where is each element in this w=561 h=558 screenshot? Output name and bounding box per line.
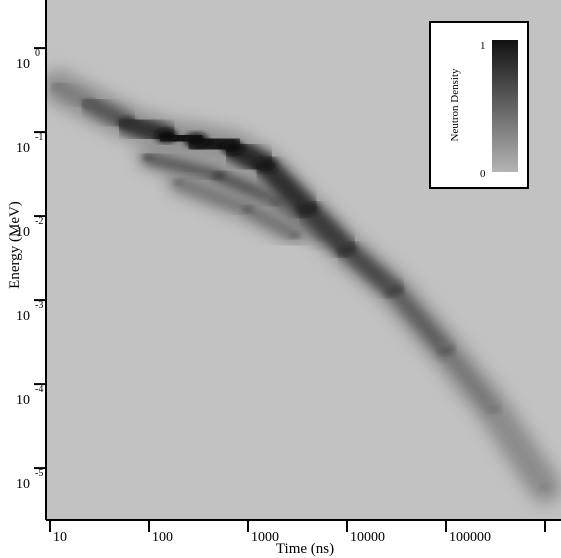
density-secondary-ridge-1-point [143,154,155,161]
y-tick-exponent: -5 [35,468,43,479]
x-axis-ticks: 10 100 1000 10000 100000 [49,520,546,545]
y-tick-label: 10 [16,477,30,492]
y-tick-exponent: -1 [35,132,43,143]
density-main-ridge-segment [439,343,500,417]
density-main-ridge-segment [385,282,455,359]
x-tick-label: 100 [152,530,173,545]
density-main-ridge-segment [487,403,551,493]
y-tick-exponent: -3 [35,300,43,311]
density-main-ridge-segment [337,240,404,300]
x-tick-label: 1000 [251,530,279,545]
y-tick-label: 10 [16,393,30,408]
density-main-ridge [46,69,561,504]
density-secondary-ridge-1-segment [142,151,225,183]
y-tick-exponent: 0 [35,48,40,59]
density-main-ridge-point [117,117,137,128]
density-secondary-ridge-2-segment [242,204,301,240]
density-main-ridge-point [486,405,500,413]
density-heatmap [46,69,561,504]
colorbar-gradient [492,40,518,172]
y-tick-label: 10 [16,141,30,156]
density-main-ridge-point [81,99,97,108]
density-secondary-ridge-2 [166,170,308,247]
x-tick-label: 100000 [449,530,491,545]
x-tick-label: 10 [53,530,67,545]
density-main-ridge-point [221,141,244,155]
colorbar-legend: 1 0 Neutron Density [429,21,529,189]
density-main-ridge-point [155,129,178,143]
density-secondary-ridge-1-segment [211,169,285,208]
density-main-ridge-point [297,203,318,216]
colorbar-title: Neutron Density [449,68,461,142]
y-tick-label: 10 [16,309,30,324]
density-secondary-ridge-2-point [290,231,301,238]
y-axis-ticks: 10 0 10 -1 10 -2 10 -3 10 -4 10 -5 [16,47,46,492]
density-secondary-ridge-2-point [174,180,184,186]
y-tick-label: 10 [16,225,30,240]
y-tick-label: 10 [16,57,30,72]
y-tick-exponent: -4 [35,384,43,395]
density-secondary-ridge-1-point [211,172,225,180]
density-secondary-ridge-2-segment [173,177,253,215]
y-tick-exponent: -2 [35,216,43,227]
density-main-ridge-point [184,133,209,148]
density-main-ridge-point [337,244,357,255]
density-main-ridge-point [254,159,277,172]
colorbar-max-label: 1 [480,40,486,52]
density-main-ridge-point [51,83,64,90]
x-axis-title: Time (ns) [276,541,334,557]
density-main-ridge-point [438,346,454,356]
density-main-ridge-point [539,483,551,490]
x-tick-label: 10000 [350,530,385,545]
density-secondary-ridge-2-point [242,206,254,213]
y-axis-title: Energy (MeV) [7,201,23,289]
density-main-ridge-point [385,285,404,296]
colorbar-min-label: 0 [480,168,486,180]
